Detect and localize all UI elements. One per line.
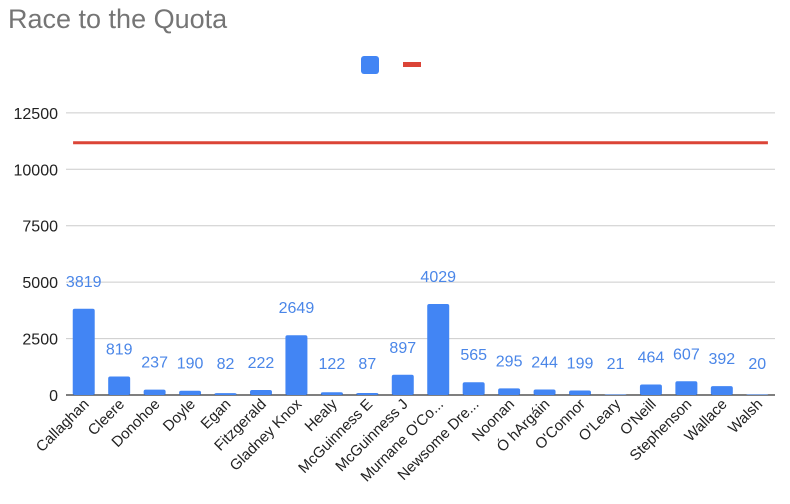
data-label: 21: [607, 356, 625, 373]
bar: [569, 390, 592, 395]
y-tick-label: 5000: [22, 275, 58, 292]
y-tick-label: 12500: [14, 106, 59, 123]
bar: [498, 388, 521, 395]
data-label: 819: [106, 342, 133, 359]
data-label: 392: [708, 351, 735, 368]
data-label: 897: [389, 340, 416, 357]
bar: [320, 392, 343, 395]
category-label: Doyle: [160, 396, 199, 435]
bar: [179, 390, 202, 395]
bar: [639, 384, 662, 395]
data-label: 244: [531, 354, 558, 371]
chart-title: Race to the Quota: [8, 4, 228, 34]
data-label: 87: [358, 356, 376, 373]
legend-bar-swatch: [361, 56, 379, 74]
bar: [675, 381, 698, 395]
bar: [604, 394, 627, 396]
y-tick-label: 2500: [22, 332, 58, 349]
bar: [214, 393, 237, 395]
bar: [356, 393, 379, 395]
y-tick-label: 10000: [14, 162, 59, 179]
data-label: 464: [638, 350, 665, 367]
y-tick-label: 7500: [22, 219, 58, 236]
bar: [108, 376, 131, 395]
bar: [249, 389, 272, 395]
data-label: 237: [141, 355, 168, 372]
bar: [143, 389, 166, 395]
data-label: 295: [496, 353, 523, 370]
data-label: 190: [177, 356, 204, 373]
data-label: 565: [460, 347, 487, 364]
data-label: 82: [217, 356, 235, 373]
data-label: 607: [673, 346, 700, 363]
data-label: 199: [567, 356, 594, 373]
bar: [710, 386, 733, 395]
legend-line-swatch: [403, 62, 421, 67]
y-tick-label: 0: [49, 388, 58, 405]
bar: [285, 335, 308, 395]
data-label: 20: [748, 356, 766, 373]
bar: [427, 304, 450, 395]
bar: [72, 308, 95, 395]
category-label: Callaghan: [33, 396, 93, 456]
bar: [462, 382, 485, 395]
data-label: 3819: [66, 274, 102, 291]
data-label: 222: [248, 355, 275, 372]
data-label: 122: [319, 356, 346, 373]
data-label: 2649: [279, 300, 315, 317]
bar: [391, 374, 414, 395]
bar: [533, 389, 556, 395]
data-label: 4029: [420, 269, 456, 286]
bar: [746, 394, 769, 396]
legend: [361, 56, 421, 74]
category-label: Walsh: [725, 396, 766, 437]
